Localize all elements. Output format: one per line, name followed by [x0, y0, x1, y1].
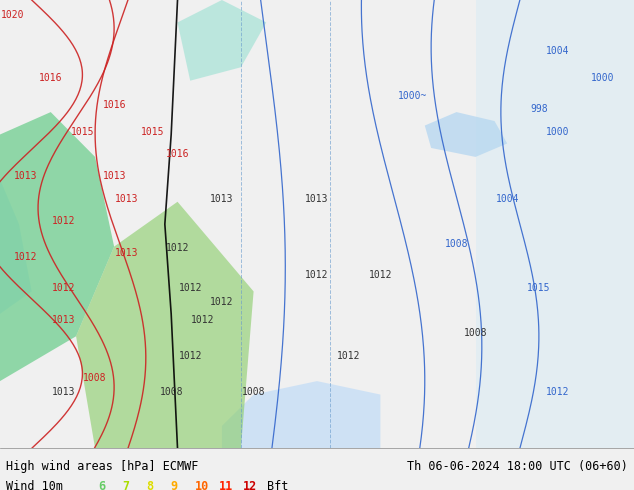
Polygon shape: [425, 112, 507, 157]
Text: 1000~: 1000~: [398, 91, 427, 100]
Text: 1013: 1013: [13, 172, 37, 181]
Text: 7: 7: [122, 480, 129, 490]
Text: Th 06-06-2024 18:00 UTC (06+60): Th 06-06-2024 18:00 UTC (06+60): [407, 460, 628, 473]
Text: 12: 12: [243, 480, 257, 490]
Text: 6: 6: [98, 480, 105, 490]
Text: 1013: 1013: [115, 194, 139, 204]
Text: 998: 998: [530, 104, 548, 114]
Text: 1016: 1016: [102, 99, 126, 110]
Text: 1013: 1013: [51, 315, 75, 325]
Text: 1000: 1000: [546, 126, 570, 137]
Polygon shape: [0, 179, 32, 314]
Text: 1012: 1012: [178, 351, 202, 361]
Text: 1008: 1008: [242, 387, 266, 396]
Text: 1012: 1012: [178, 283, 202, 294]
Text: 1012: 1012: [191, 315, 215, 325]
Text: 1012: 1012: [210, 297, 234, 307]
Text: 1000: 1000: [590, 73, 614, 83]
Text: 1012: 1012: [13, 252, 37, 262]
Text: 1013: 1013: [210, 194, 234, 204]
Text: 1012: 1012: [368, 270, 392, 280]
Text: 1013: 1013: [51, 387, 75, 396]
Text: 1012: 1012: [337, 351, 361, 361]
Text: 1012: 1012: [51, 283, 75, 294]
Text: 11: 11: [219, 480, 233, 490]
Polygon shape: [476, 0, 634, 448]
Text: 10: 10: [195, 480, 209, 490]
Text: 1012: 1012: [546, 387, 570, 396]
Text: 1008: 1008: [83, 373, 107, 383]
Text: 1013: 1013: [115, 247, 139, 258]
Text: 1008: 1008: [463, 328, 488, 338]
Polygon shape: [178, 0, 266, 81]
Text: High wind areas [hPa] ECMWF: High wind areas [hPa] ECMWF: [6, 460, 198, 473]
Text: 1020: 1020: [1, 10, 25, 20]
Text: 1012: 1012: [305, 270, 329, 280]
Text: 1013: 1013: [102, 172, 126, 181]
Text: 1004: 1004: [546, 46, 570, 56]
Text: 1015: 1015: [70, 126, 94, 137]
Text: 1012: 1012: [165, 243, 190, 253]
Text: 1008: 1008: [444, 239, 469, 248]
Text: 1015: 1015: [527, 283, 551, 294]
Text: 1004: 1004: [495, 194, 519, 204]
Text: Bft: Bft: [267, 480, 288, 490]
Text: 1008: 1008: [159, 387, 183, 396]
Text: 1012: 1012: [51, 216, 75, 226]
Text: 8: 8: [146, 480, 153, 490]
Text: 1016: 1016: [165, 149, 190, 159]
Polygon shape: [222, 381, 380, 448]
Polygon shape: [0, 112, 114, 381]
Text: 1015: 1015: [140, 126, 164, 137]
Text: 1013: 1013: [305, 194, 329, 204]
Text: 9: 9: [171, 480, 178, 490]
Text: 1016: 1016: [39, 73, 63, 83]
Text: Wind 10m: Wind 10m: [6, 480, 63, 490]
Polygon shape: [76, 202, 254, 448]
